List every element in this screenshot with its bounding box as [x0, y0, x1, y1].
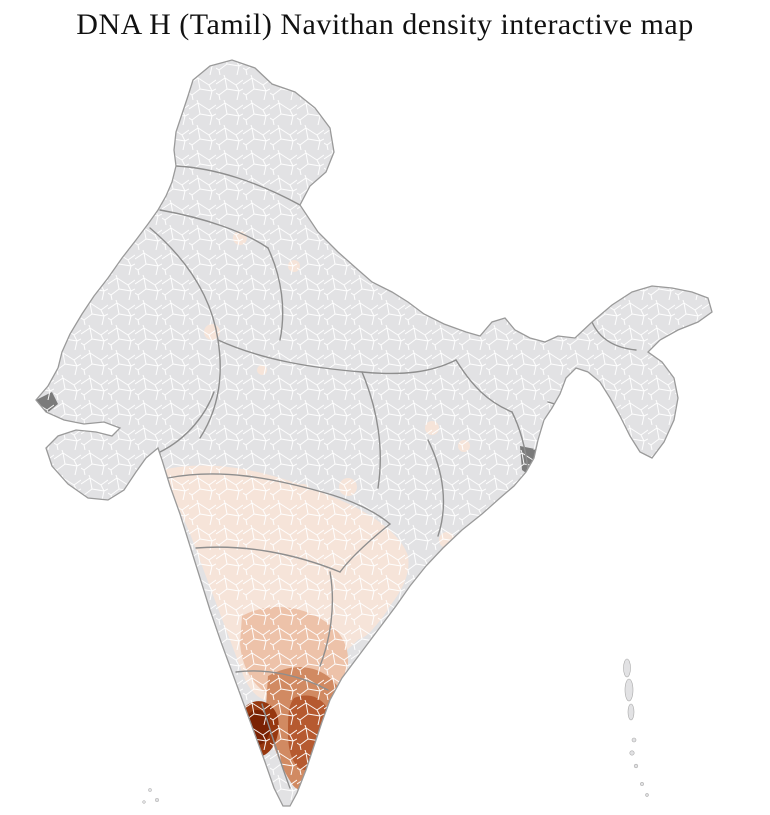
low-density-district[interactable]: [288, 260, 300, 272]
island[interactable]: [624, 678, 634, 702]
island[interactable]: [631, 737, 637, 743]
no-data-district-east[interactable]: [520, 446, 546, 480]
density-level-4-regions[interactable]: [288, 695, 333, 771]
island[interactable]: [142, 800, 146, 804]
andaman-nicobar-islands[interactable]: [623, 658, 649, 797]
state-border-line: [547, 399, 603, 407]
low-density-district[interactable]: [439, 532, 455, 548]
island[interactable]: [629, 750, 635, 756]
island[interactable]: [154, 797, 160, 803]
island[interactable]: [640, 782, 644, 786]
low-density-district[interactable]: [339, 478, 357, 496]
island[interactable]: [645, 793, 649, 797]
lakshadweep-islands[interactable]: [142, 788, 160, 804]
island[interactable]: [148, 788, 152, 792]
india-landmass[interactable]: [36, 60, 712, 806]
central-tamil-nadu-high-density-area[interactable]: [288, 695, 333, 771]
island[interactable]: [623, 658, 631, 678]
island[interactable]: [633, 763, 639, 769]
low-density-district[interactable]: [257, 365, 267, 375]
low-density-district[interactable]: [425, 421, 439, 435]
island[interactable]: [627, 703, 635, 721]
low-density-district[interactable]: [458, 440, 470, 452]
page-title: DNA H (Tamil) Navithan density interacti…: [76, 8, 694, 41]
